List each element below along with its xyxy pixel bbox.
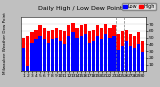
- Bar: [38, 25, 42, 71]
- Bar: [116, 50, 120, 71]
- Bar: [129, 34, 132, 71]
- Bar: [26, 66, 29, 71]
- Bar: [125, 29, 128, 71]
- Bar: [59, 29, 62, 71]
- Bar: [88, 31, 91, 71]
- Bar: [55, 27, 58, 71]
- Bar: [96, 25, 99, 71]
- Bar: [108, 27, 112, 71]
- Bar: [71, 23, 75, 71]
- Bar: [84, 34, 87, 71]
- Bar: [47, 43, 50, 71]
- Bar: [30, 43, 34, 71]
- Bar: [34, 39, 38, 71]
- Bar: [88, 43, 91, 71]
- Bar: [22, 48, 25, 71]
- Bar: [141, 41, 144, 71]
- Bar: [120, 31, 124, 71]
- Bar: [34, 29, 38, 71]
- Bar: [137, 32, 140, 71]
- Text: Daily High / Low Dew Point: Daily High / Low Dew Point: [38, 6, 122, 11]
- Bar: [100, 27, 103, 71]
- Bar: [141, 52, 144, 71]
- Legend: Low, High: Low, High: [122, 3, 156, 10]
- Bar: [51, 39, 54, 71]
- Bar: [59, 41, 62, 71]
- Bar: [84, 24, 87, 71]
- Bar: [80, 36, 83, 71]
- Text: Milwaukee Weather Dew Point: Milwaukee Weather Dew Point: [3, 13, 7, 74]
- Bar: [80, 25, 83, 71]
- Bar: [75, 38, 79, 71]
- Bar: [104, 34, 107, 71]
- Bar: [96, 36, 99, 71]
- Bar: [133, 36, 136, 71]
- Bar: [63, 31, 66, 71]
- Bar: [67, 36, 70, 71]
- Bar: [116, 34, 120, 71]
- Bar: [55, 38, 58, 71]
- Bar: [129, 46, 132, 71]
- Bar: [43, 27, 46, 71]
- Bar: [137, 44, 140, 71]
- Bar: [120, 46, 124, 71]
- Bar: [125, 41, 128, 71]
- Bar: [22, 38, 25, 71]
- Bar: [67, 25, 70, 71]
- Bar: [92, 29, 95, 71]
- Bar: [75, 27, 79, 71]
- Bar: [43, 39, 46, 71]
- Bar: [133, 48, 136, 71]
- Bar: [47, 31, 50, 71]
- Bar: [112, 25, 116, 71]
- Bar: [108, 38, 112, 71]
- Bar: [112, 36, 116, 71]
- Bar: [100, 39, 103, 71]
- Bar: [63, 44, 66, 71]
- Bar: [71, 32, 75, 71]
- Bar: [26, 36, 29, 71]
- Bar: [104, 24, 107, 71]
- Bar: [30, 32, 34, 71]
- Bar: [92, 41, 95, 71]
- Bar: [38, 36, 42, 71]
- Bar: [51, 29, 54, 71]
